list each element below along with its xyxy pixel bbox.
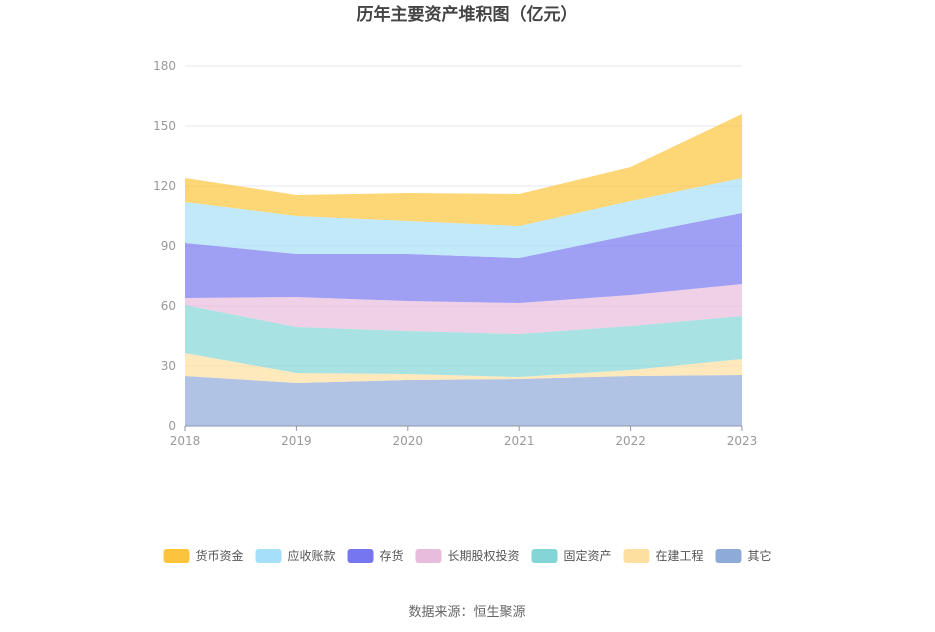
legend-item[interactable]: 货币资金 [163,548,244,563]
legend-label: 长期股权投资 [448,548,520,563]
legend-label: 应收账款 [288,548,336,563]
area-series-3 [185,284,742,334]
legend-swatch [623,549,650,563]
y-tick-label: 120 [153,179,176,193]
chart-title: 历年主要资产堆积图（亿元） [357,4,578,25]
source-note: 数据来源：恒生聚源 [408,605,525,620]
area-series-4 [185,213,742,303]
legend-label: 其它 [748,548,772,563]
area-series [185,114,742,426]
area-series-2 [185,305,742,377]
x-tick-label: 2021 [504,434,535,448]
legend-swatch [347,549,374,563]
area-series-1 [185,353,742,383]
legend-label: 存货 [380,548,404,563]
x-tick-label: 2018 [170,434,201,448]
y-tick-label: 30 [161,359,176,373]
area-series-6 [185,114,742,226]
x-tick-label: 2019 [281,434,312,448]
x-tick-label: 2023 [727,434,758,448]
y-tick-label: 180 [153,59,176,73]
legend-item[interactable]: 固定资产 [531,548,612,563]
legend-label: 固定资产 [564,548,612,563]
area-series-5 [185,178,742,258]
y-tick-label: 60 [161,299,176,313]
y-tick-label: 0 [168,419,176,433]
legend: 货币资金 应收账款 存货 长期股权投资 固定资产 在建工程 其它 [163,548,772,563]
legend-item[interactable]: 在建工程 [623,548,704,563]
area-series-0 [185,375,742,426]
legend-label: 在建工程 [656,548,704,563]
legend-item[interactable]: 应收账款 [255,548,336,563]
legend-swatch [531,549,558,563]
axes: 0 30 60 90 120 150 180 2018 2019 2020 2021 2022 2023 [153,59,757,448]
legend-swatch [163,549,190,563]
legend-swatch [255,549,282,563]
y-tick-label: 90 [161,239,176,253]
legend-item[interactable]: 长期股权投资 [415,548,520,563]
x-tick-label: 2020 [393,434,424,448]
legend-item[interactable]: 其它 [715,548,772,563]
legend-item[interactable]: 存货 [347,548,404,563]
y-tick-label: 150 [153,119,176,133]
x-tick-label: 2022 [615,434,646,448]
legend-label: 货币资金 [196,548,244,563]
legend-swatch [415,549,442,563]
legend-swatch [715,549,742,563]
